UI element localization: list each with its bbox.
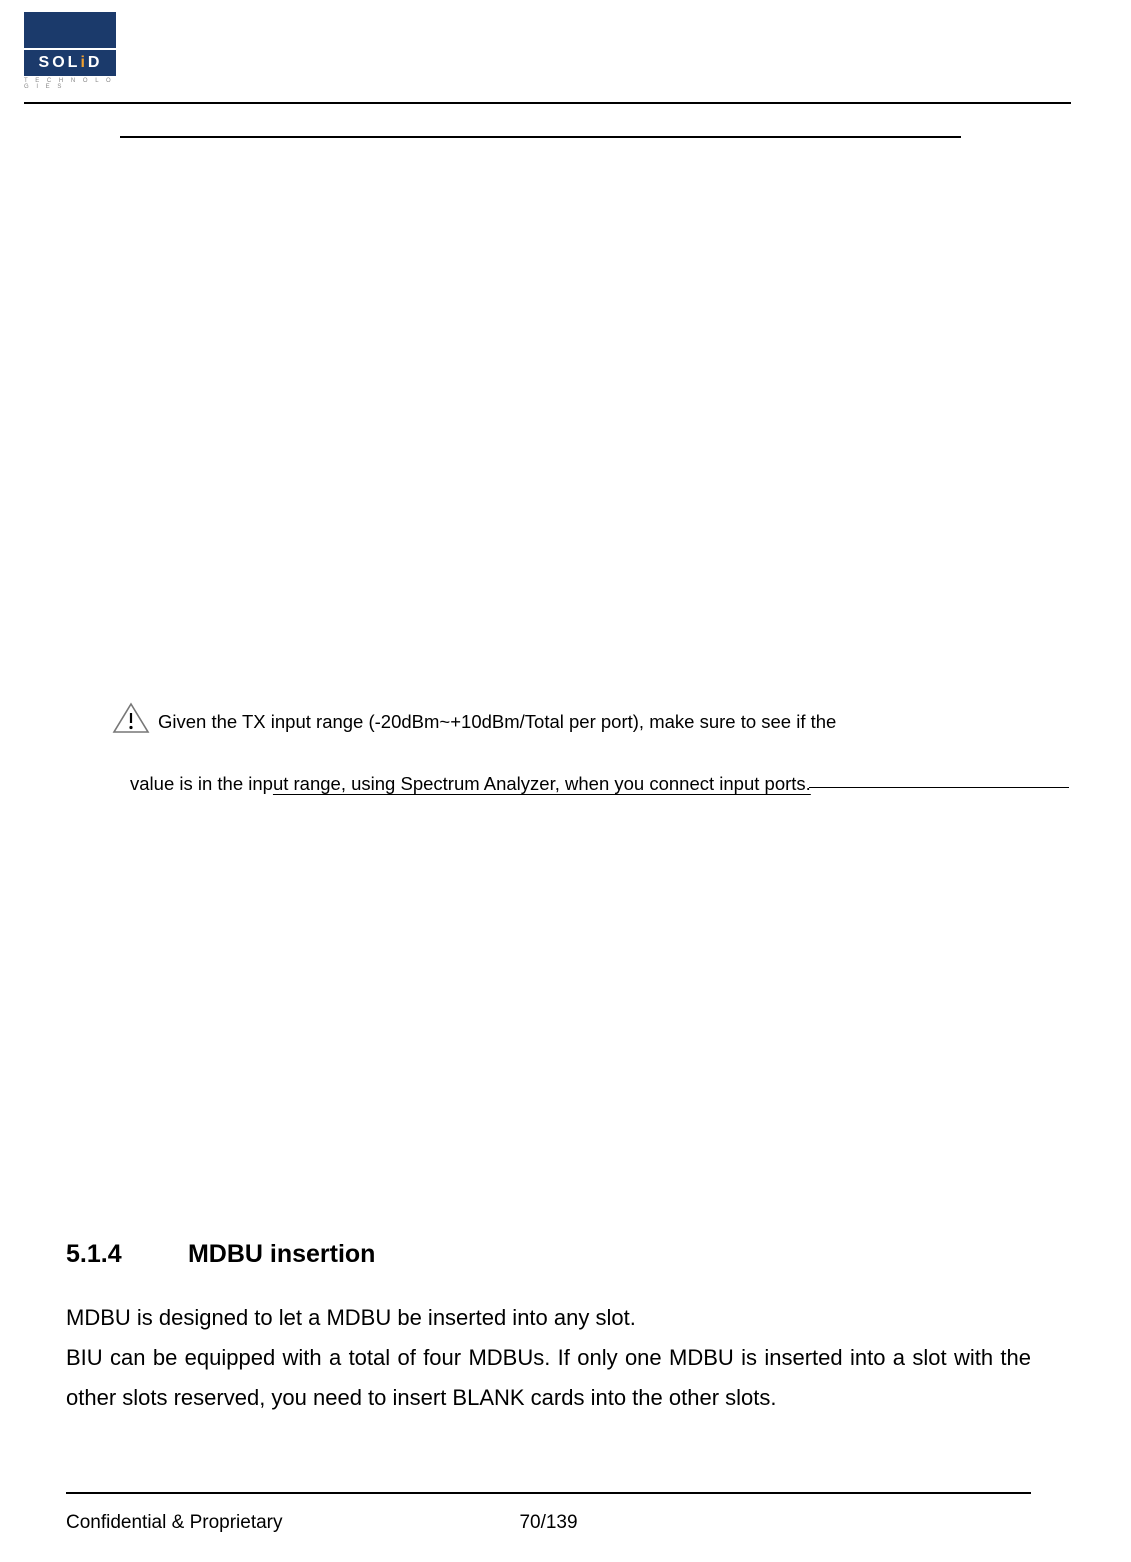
note-text-1: Given the TX input range (-20dBm~+10dBm/… <box>158 708 836 736</box>
paragraph-2: BIU can be equipped with a total of four… <box>66 1338 1031 1418</box>
note-text-2-underlined: ut range, using Spectrum Analyzer, when … <box>273 773 811 794</box>
section-title: MDBU insertion <box>188 1240 376 1268</box>
logo-subtitle: T E C H N O L O G I E S <box>24 78 116 90</box>
paragraph-1: MDBU is designed to let a MDBU be insert… <box>66 1298 1031 1338</box>
logo-mark <box>24 12 116 48</box>
note-text-2-pre: value is in the inp <box>130 773 273 794</box>
footer-page-number: 70/139 <box>519 1512 577 1534</box>
note-line-2: value is in the input range, using Spect… <box>130 770 1071 798</box>
logo-wordmark: SOLiD <box>24 50 116 76</box>
footer-confidential: Confidential & Proprietary <box>66 1512 283 1534</box>
section-body: MDBU is designed to let a MDBU be insert… <box>66 1298 1031 1418</box>
section-heading: 5.1.4 MDBU insertion <box>66 1240 375 1269</box>
footer-divider <box>66 1492 1031 1494</box>
document-page: SOLiD T E C H N O L O G I E S Given the … <box>0 0 1131 1562</box>
note-underline-tail <box>809 787 1069 788</box>
warning-note: Given the TX input range (-20dBm~+10dBm/… <box>112 702 1071 798</box>
company-logo: SOLiD T E C H N O L O G I E S <box>24 12 116 90</box>
section-number: 5.1.4 <box>66 1240 181 1269</box>
content-top-divider <box>120 136 961 138</box>
warning-icon <box>112 702 150 742</box>
page-footer: Confidential & Proprietary 70/139 <box>66 1512 1031 1534</box>
note-line-1: Given the TX input range (-20dBm~+10dBm/… <box>112 702 1071 742</box>
header-divider <box>24 102 1071 104</box>
